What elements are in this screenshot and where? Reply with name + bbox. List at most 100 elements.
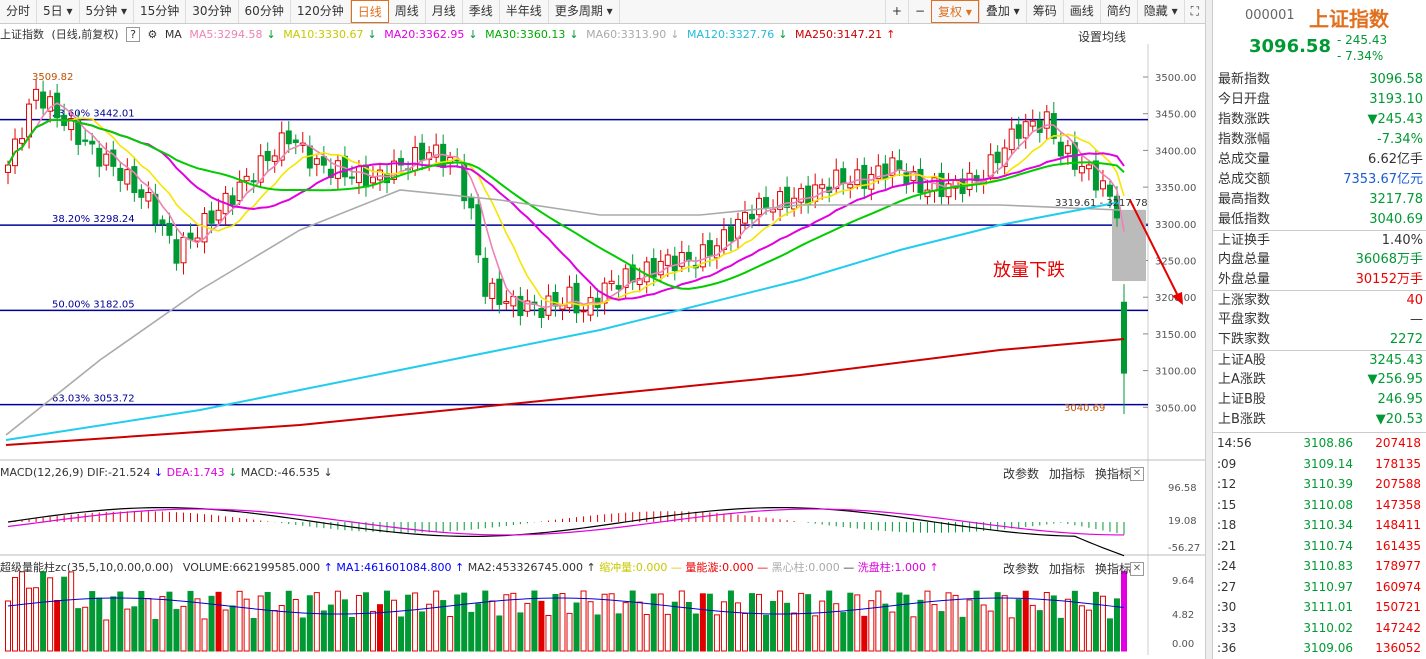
macd-add-button[interactable]: 加指标 xyxy=(1049,467,1086,481)
tick-row: :27 3110.97 160974 xyxy=(1213,577,1426,598)
volume-bar xyxy=(440,600,447,652)
candle-body xyxy=(271,155,278,162)
quote-row-label: 总成交量 xyxy=(1218,152,1271,167)
candle-body xyxy=(117,167,124,181)
candle-body xyxy=(650,258,657,278)
candle-body xyxy=(678,252,685,267)
candle-body xyxy=(973,175,980,182)
quote-row: 上证A股 3245.43 xyxy=(1213,350,1426,370)
candle-body xyxy=(355,165,362,184)
quote-row-label: 指数涨幅 xyxy=(1218,132,1271,147)
volume-bar xyxy=(257,595,264,652)
volume-bar xyxy=(12,577,19,652)
candle-body xyxy=(40,91,47,109)
candle-body xyxy=(103,153,110,166)
ma-settings-button[interactable]: 设置均线 xyxy=(1078,30,1127,44)
volume-bar xyxy=(299,617,306,652)
tool-2[interactable]: 复权 ▾ xyxy=(931,0,979,23)
period-5[interactable]: 60分钟 xyxy=(239,0,291,23)
period-12[interactable]: 更多周期 ▾ xyxy=(549,0,620,23)
candle-body xyxy=(398,158,405,166)
quote-row-value: — xyxy=(1410,312,1423,327)
period-7[interactable]: 日线 xyxy=(350,0,389,23)
candle-body xyxy=(608,280,615,285)
candle-body xyxy=(622,268,629,289)
volume-bar xyxy=(454,594,461,652)
candle-body xyxy=(327,168,334,178)
period-8[interactable]: 周线 xyxy=(389,0,426,23)
macd-switch-button[interactable]: 换指标 xyxy=(1095,467,1132,481)
high-label: 3509.82 xyxy=(32,72,73,83)
candle-body xyxy=(33,88,40,101)
period-10[interactable]: 季线 xyxy=(463,0,500,23)
period-0[interactable]: 分时 xyxy=(0,0,38,23)
tick-row: :15 3110.08 147358 xyxy=(1213,495,1426,516)
period-9[interactable]: 月线 xyxy=(426,0,463,23)
period-1[interactable]: 5日 ▾ xyxy=(37,0,80,23)
panel-splitter[interactable] xyxy=(1205,0,1213,659)
legend-name: 上证指数 xyxy=(0,28,44,41)
period-3[interactable]: 15分钟 xyxy=(134,0,187,23)
candle-body xyxy=(264,150,271,162)
y-tick-label: 3400.00 xyxy=(1155,146,1196,157)
tool-4[interactable]: 筹码 xyxy=(1025,0,1063,23)
help-icon[interactable]: ? xyxy=(126,27,140,42)
vol-param-button[interactable]: 改参数 xyxy=(1003,562,1040,576)
quote-row-value: 2272 xyxy=(1389,332,1423,347)
candle-body xyxy=(341,155,348,178)
volume-close-icon[interactable]: ✕ xyxy=(1130,562,1144,576)
volume-bar xyxy=(110,596,117,652)
tool-3[interactable]: 叠加 ▾ xyxy=(978,0,1026,23)
recent-range-label: 3319.61 - 3217.78 xyxy=(1055,198,1148,209)
volume-bar xyxy=(278,605,285,652)
volume-bar xyxy=(861,615,868,652)
vol-title: 超级量能柱zc(35,5,10,0.00,0.00) xyxy=(0,561,174,574)
quote-row-value: -7.34% xyxy=(1377,132,1423,147)
macd-param-button[interactable]: 改参数 xyxy=(1003,467,1040,481)
macd-close-icon[interactable]: ✕ xyxy=(1130,467,1144,481)
period-6[interactable]: 120分钟 xyxy=(291,0,351,23)
quote-change-value: - 245.43 xyxy=(1337,33,1388,47)
volume-bar xyxy=(1008,617,1015,652)
candle-body xyxy=(720,229,727,250)
volume-bar xyxy=(910,616,917,652)
volume-bar xyxy=(320,610,327,652)
candle-body xyxy=(447,157,454,164)
candle-body xyxy=(384,172,391,184)
candle-body xyxy=(1092,160,1099,191)
tool-5[interactable]: 画线 xyxy=(1062,0,1100,23)
volume-bar xyxy=(636,601,643,652)
candle-body xyxy=(61,114,68,127)
candle-body xyxy=(320,156,327,166)
volume-bar xyxy=(26,587,33,652)
candle-body xyxy=(798,188,805,203)
y-tick-label: 3300.00 xyxy=(1155,220,1196,231)
volume-bar xyxy=(117,591,124,652)
tool-1[interactable]: − xyxy=(907,0,931,23)
tick-volume: 150721 xyxy=(1375,600,1421,614)
period-4[interactable]: 30分钟 xyxy=(186,0,239,23)
volume-bar xyxy=(1064,598,1071,652)
quote-row-label: 最高指数 xyxy=(1218,192,1271,207)
period-2[interactable]: 5分钟 ▾ xyxy=(80,0,134,23)
tool-7[interactable]: 隐藏 ▾ xyxy=(1136,0,1184,23)
quote-row: 上涨家数 40 xyxy=(1213,290,1426,310)
volume-bar xyxy=(334,590,341,652)
candle-body xyxy=(896,160,903,171)
vol-add-button[interactable]: 加指标 xyxy=(1049,562,1086,576)
volume-bar xyxy=(538,600,545,652)
candle-body xyxy=(292,139,299,144)
vol-switch-button[interactable]: 换指标 xyxy=(1095,562,1132,576)
tool-6[interactable]: 简约 xyxy=(1099,0,1137,23)
gear-icon[interactable]: ⚙ xyxy=(147,28,158,41)
candle-body xyxy=(1121,301,1127,374)
tick-price: 3110.02 xyxy=(1303,620,1353,635)
candle-body xyxy=(89,140,96,145)
candle-body xyxy=(756,197,763,216)
period-11[interactable]: 半年线 xyxy=(500,0,549,23)
fullscreen-icon[interactable]: ⛶ xyxy=(1183,0,1205,23)
tick-volume: 147242 xyxy=(1375,620,1421,635)
quote-row: 指数涨跌 ▼245.43 xyxy=(1213,110,1426,130)
tool-0[interactable]: + xyxy=(884,0,908,23)
